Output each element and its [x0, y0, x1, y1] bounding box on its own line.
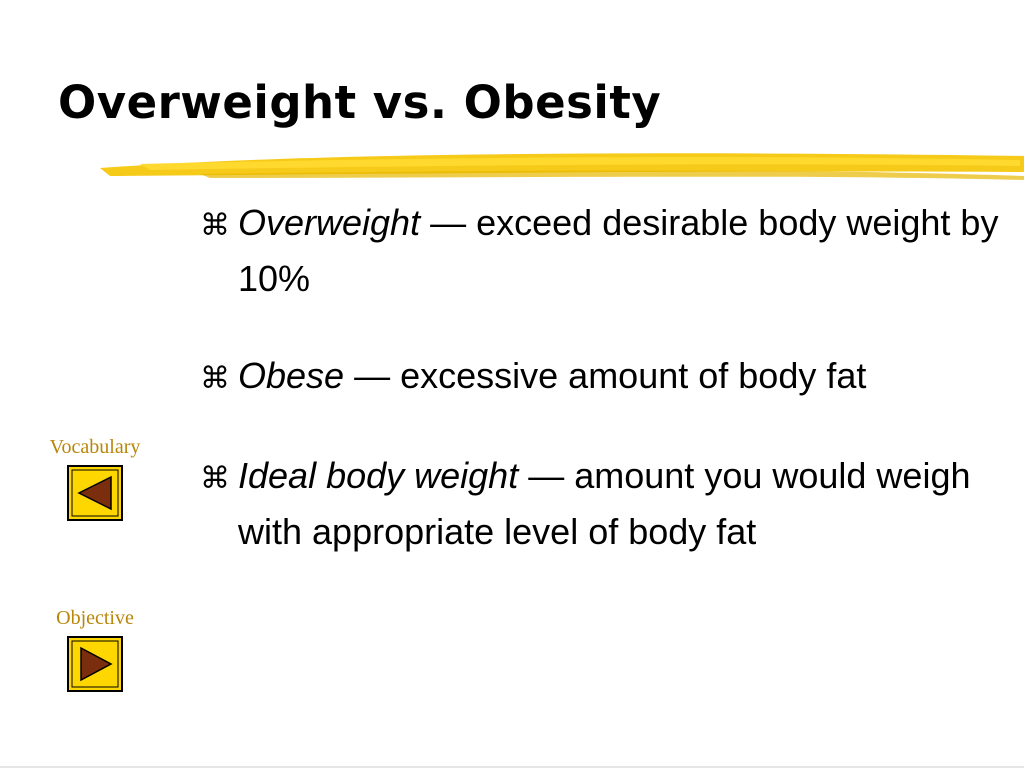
footer-line [0, 766, 1024, 768]
forward-icon [67, 636, 123, 692]
dash: — [528, 455, 565, 496]
nav-label: Objective [56, 607, 134, 629]
bullet-item: ⌘ Overweight — exceed desirable body weig… [200, 196, 1015, 305]
nav-label: Vocabulary [49, 436, 141, 458]
bullet-list: ⌘ Overweight — exceed desirable body weig… [200, 196, 1015, 602]
dash: — [430, 202, 467, 243]
nav-vocabulary: Vocabulary [30, 436, 160, 521]
bullet-symbol: ⌘ [200, 209, 230, 242]
dash: — [354, 355, 391, 396]
term: Overweight [238, 202, 421, 243]
definition: amount you would weigh with appropriate … [238, 455, 971, 552]
bullet-symbol: ⌘ [200, 362, 230, 395]
nav-objective: Objective [30, 607, 160, 692]
bullet-symbol: ⌘ [200, 462, 230, 495]
definition: excessive amount of body fat [400, 355, 867, 396]
definition: exceed desirable body weight by 10% [238, 202, 999, 299]
bullet-item: ⌘ Obese — excessive amount of body fat [200, 349, 1015, 405]
bullet-item: ⌘ Ideal body weight — amount you would we… [200, 449, 1015, 558]
back-icon [67, 465, 123, 521]
term: Obese [238, 355, 345, 396]
forward-button[interactable] [67, 636, 123, 692]
term: Ideal body weight [238, 455, 519, 496]
slide-title: Overweight vs. Obesity [58, 76, 662, 129]
title-underline [100, 153, 1024, 180]
back-button[interactable] [67, 465, 123, 521]
